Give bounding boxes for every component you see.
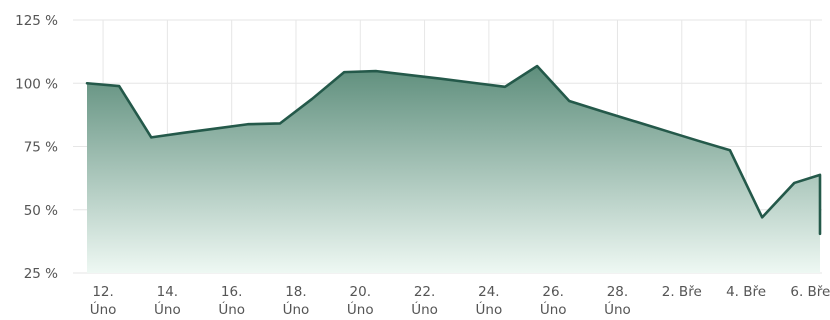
x-tick-label-line: 14. — [157, 284, 178, 300]
x-tick-label: 28. Úno — [604, 284, 631, 318]
x-tick-label-line: Úno — [411, 300, 438, 318]
x-tick-label: 2. Bře — [662, 284, 702, 300]
x-tick-label-line: Úno — [476, 300, 503, 318]
x-tick-label: 26. Úno — [540, 284, 567, 318]
x-tick-label-line: 18. — [285, 284, 306, 300]
y-tick-label: 100 % — [15, 76, 58, 92]
x-tick-label-line: 20. — [350, 284, 371, 300]
data-point[interactable] — [116, 83, 122, 89]
x-tick-label: 14. Úno — [154, 284, 181, 318]
x-tick-label-line: Úno — [218, 300, 245, 318]
x-tick-label-line: Úno — [347, 300, 374, 318]
y-tick-label: 75 % — [24, 140, 58, 156]
x-tick-label: 18. Úno — [283, 284, 310, 318]
data-point[interactable] — [598, 108, 604, 114]
data-point[interactable] — [148, 134, 154, 140]
x-tick-label-line: 24. — [478, 284, 499, 300]
x-tick-label-line: 28. — [607, 284, 628, 300]
x-tick-label-line: 6. Bře — [790, 284, 830, 300]
x-tick-label-line: Úno — [540, 300, 567, 318]
x-tick-label-line: 26. — [542, 284, 563, 300]
y-tick-label: 25 % — [24, 266, 58, 282]
data-point[interactable] — [277, 120, 283, 126]
series-area — [87, 66, 820, 274]
data-point[interactable] — [84, 80, 90, 86]
data-point[interactable] — [213, 126, 219, 132]
data-point[interactable] — [470, 80, 476, 86]
data-point[interactable] — [245, 121, 251, 127]
x-tick-label-line: 4. Bře — [726, 284, 766, 300]
x-tick-label: 6. Bře — [790, 284, 830, 300]
series-line — [85, 64, 822, 236]
data-point[interactable] — [791, 180, 797, 186]
x-tick-label-line: Úno — [90, 300, 117, 318]
data-point[interactable] — [566, 98, 572, 104]
x-tick-label-line: Úno — [283, 300, 310, 318]
x-tick-label: 24. Úno — [476, 284, 503, 318]
x-tick-label-line: Úno — [154, 300, 181, 318]
data-point[interactable] — [341, 69, 347, 75]
data-point[interactable] — [817, 231, 823, 237]
x-tick-label: 4. Bře — [726, 284, 766, 300]
series-line-layer — [84, 63, 823, 237]
x-tick-label-line: 2. Bře — [662, 284, 702, 300]
x-tick-label-line: 22. — [414, 284, 435, 300]
data-point[interactable] — [631, 118, 637, 124]
data-point[interactable] — [727, 147, 733, 153]
x-tick-label: 16. Úno — [218, 284, 245, 318]
data-point[interactable] — [373, 68, 379, 74]
x-tick-label-line: 12. — [92, 284, 113, 300]
x-tick-label: 12. Úno — [90, 284, 117, 318]
x-tick-label: 22. Úno — [411, 284, 438, 318]
data-point[interactable] — [695, 138, 701, 144]
data-point[interactable] — [309, 96, 315, 102]
data-point[interactable] — [406, 72, 412, 78]
y-tick-label: 50 % — [24, 203, 58, 219]
data-point[interactable] — [502, 84, 508, 90]
data-point[interactable] — [534, 63, 540, 69]
series-area-layer — [87, 66, 820, 274]
y-tick-label: 125 % — [15, 13, 58, 29]
x-tick-label-line: Úno — [604, 300, 631, 318]
data-point[interactable] — [180, 130, 186, 136]
y-axis-ticks: 25 % 50 % 75 % 100 % 125 % — [15, 13, 58, 282]
data-point[interactable] — [663, 128, 669, 134]
x-tick-label: 20. Úno — [347, 284, 374, 318]
x-tick-label-line: 16. — [221, 284, 242, 300]
data-point[interactable] — [759, 214, 765, 220]
data-point[interactable] — [438, 76, 444, 82]
data-point[interactable] — [817, 172, 823, 178]
